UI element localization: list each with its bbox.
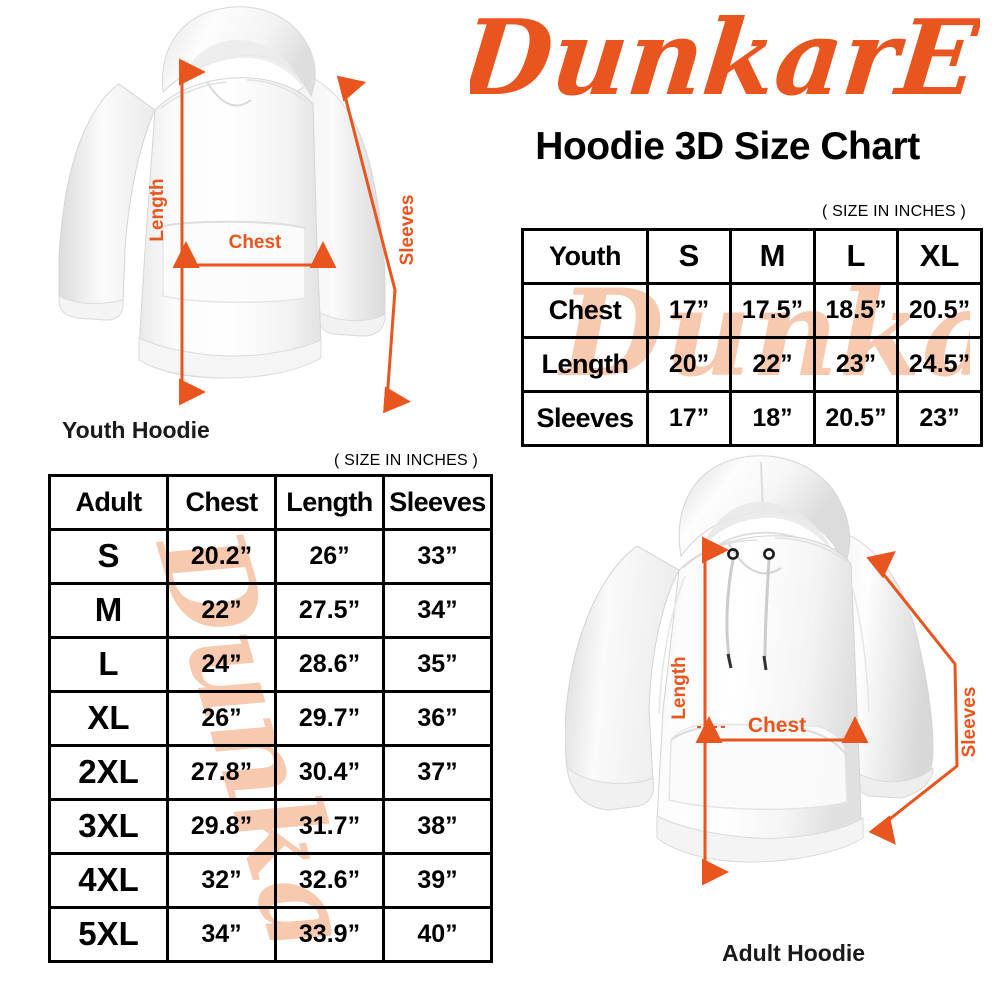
- youth-corner-label: Youth: [521, 228, 649, 285]
- adult-hoodie-illustration: Length Chest Sleeves: [565, 450, 995, 930]
- adult-cell: 28.6”: [274, 636, 385, 693]
- adult-size-table: Adult Chest Length Sleeves S 20.2” 26” 3…: [48, 474, 493, 963]
- youth-cell: 24.5”: [896, 336, 983, 393]
- brand-logo: DunkarE: [470, 8, 980, 123]
- table-row: 5XL 34” 33.9” 40”: [48, 906, 493, 963]
- table-row: Length 20” 22” 23” 24.5”: [521, 336, 983, 393]
- adult-cell: 30.4”: [274, 744, 385, 801]
- table-row: Youth S M L XL: [521, 228, 983, 285]
- brand-logo-text: DunkarE: [470, 8, 980, 119]
- youth-col-header: L: [813, 228, 899, 285]
- adult-sleeves-label: Sleeves: [959, 687, 980, 758]
- adult-col-header: Length: [274, 474, 385, 531]
- adult-cell: 20.2”: [166, 528, 277, 585]
- adult-size-label: M: [48, 582, 169, 639]
- youth-cell: 20.5”: [813, 390, 899, 447]
- table-row: Sleeves 17” 18” 20.5” 23”: [521, 390, 983, 447]
- table-row: XL 26” 29.7” 36”: [48, 690, 493, 747]
- youth-length-label: Length: [147, 178, 168, 241]
- youth-cell: 17”: [646, 390, 732, 447]
- adult-cell: 24”: [166, 636, 277, 693]
- youth-cell: 23”: [896, 390, 983, 447]
- youth-hoodie-caption: Youth Hoodie: [62, 417, 210, 443]
- youth-row-label: Sleeves: [521, 390, 649, 447]
- youth-size-table: Youth S M L XL Chest 17” 17.5” 18.5” 20.…: [521, 228, 983, 447]
- adult-cell: 37”: [382, 744, 493, 801]
- adult-cell: 38”: [382, 798, 493, 855]
- table-row: 4XL 32” 32.6” 39”: [48, 852, 493, 909]
- youth-sleeves-label: Sleeves: [397, 195, 418, 266]
- adult-hoodie-caption: Adult Hoodie: [722, 940, 866, 966]
- youth-sleeves-arrow: [336, 75, 411, 414]
- table-row: L 24” 28.6” 35”: [48, 636, 493, 693]
- adult-cell: 32.6”: [274, 852, 385, 909]
- youth-cell: 20.5”: [896, 282, 983, 339]
- adult-chest-label: Chest: [748, 714, 806, 737]
- youth-hoodie-illustration: Length Chest Sleeves: [55, 0, 455, 415]
- table-row: Adult Chest Length Sleeves: [48, 474, 493, 531]
- youth-col-header: S: [646, 228, 732, 285]
- adult-size-label: L: [48, 636, 169, 693]
- youth-col-header: XL: [896, 228, 983, 285]
- adult-cell: 26”: [166, 690, 277, 747]
- hood-grommet-right: [763, 548, 775, 560]
- adult-size-label: XL: [48, 690, 169, 747]
- adult-cell: 27.5”: [274, 582, 385, 639]
- drawstring-right: [763, 559, 771, 659]
- adult-length-label: Length: [669, 656, 690, 719]
- adult-cell: 36”: [382, 690, 493, 747]
- adult-cell: 33”: [382, 528, 493, 585]
- youth-cell: 17.5”: [729, 282, 816, 339]
- adult-corner-label: Adult: [48, 474, 169, 531]
- adult-size-label: 4XL: [48, 852, 169, 909]
- adult-cell: 33.9”: [274, 906, 385, 963]
- adult-cell: 22”: [166, 582, 277, 639]
- adult-cell: 34”: [382, 582, 493, 639]
- youth-cell: 22”: [729, 336, 816, 393]
- youth-row-label: Length: [521, 336, 649, 393]
- youth-chest-label: Chest: [229, 232, 282, 253]
- adult-col-header: Sleeves: [382, 474, 493, 531]
- youth-col-header: M: [729, 228, 816, 285]
- adult-cell: 29.8”: [166, 798, 277, 855]
- table-row: M 22” 27.5” 34”: [48, 582, 493, 639]
- youth-cell: 20”: [646, 336, 732, 393]
- adult-size-label: S: [48, 528, 169, 585]
- adult-cell: 34”: [166, 906, 277, 963]
- youth-row-label: Chest: [521, 282, 649, 339]
- adult-size-unit-note: ( SIZE IN INCHES ): [333, 452, 478, 469]
- youth-cell: 18”: [729, 390, 816, 447]
- adult-cell: 40”: [382, 906, 493, 963]
- table-row: Chest 17” 17.5” 18.5” 20.5”: [521, 282, 983, 339]
- adult-cell: 39”: [382, 852, 493, 909]
- table-row: 3XL 29.8” 31.7” 38”: [48, 798, 493, 855]
- page-title: Hoodie 3D Size Chart: [535, 125, 920, 168]
- table-row: 2XL 27.8” 30.4” 37”: [48, 744, 493, 801]
- adult-cell: 32”: [166, 852, 277, 909]
- adult-cell: 26”: [274, 528, 385, 585]
- youth-cell: 23”: [813, 336, 899, 393]
- table-row: S 20.2” 26” 33”: [48, 528, 493, 585]
- adult-cell: 29.7”: [274, 690, 385, 747]
- adult-size-label: 5XL: [48, 906, 169, 963]
- adult-size-label: 2XL: [48, 744, 169, 801]
- adult-cell: 35”: [382, 636, 493, 693]
- adult-col-header: Chest: [166, 474, 277, 531]
- youth-cell: 18.5”: [813, 282, 899, 339]
- adult-sleeves-arrow: [866, 551, 959, 845]
- adult-size-label: 3XL: [48, 798, 169, 855]
- adult-cell: 31.7”: [274, 798, 385, 855]
- youth-cell: 17”: [646, 282, 732, 339]
- adult-cell: 27.8”: [166, 744, 277, 801]
- youth-size-unit-note: ( SIZE IN INCHES ): [821, 203, 966, 220]
